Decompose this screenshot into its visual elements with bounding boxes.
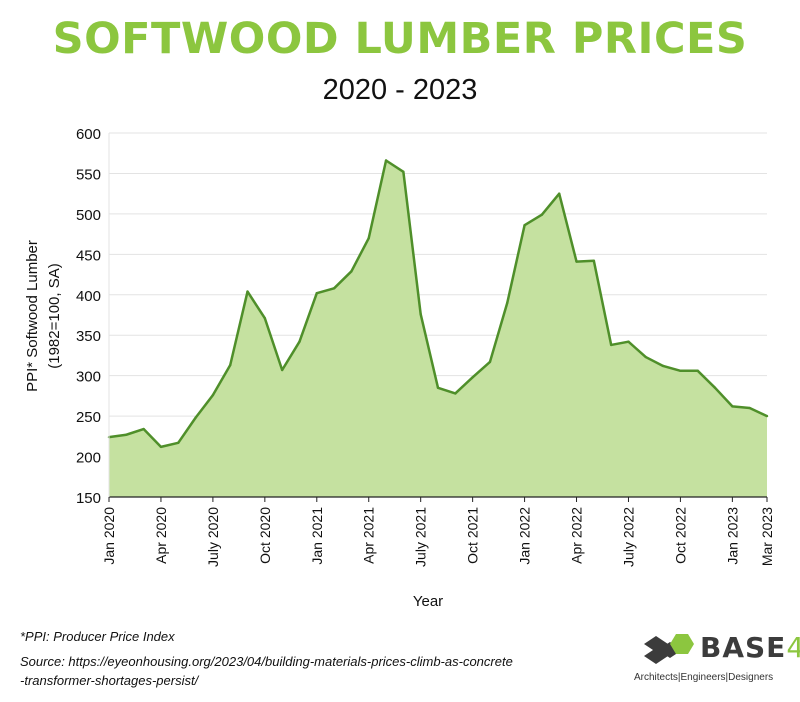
data-point: [558, 192, 561, 195]
data-point: [540, 213, 544, 216]
data-point: [194, 416, 197, 419]
data-point: [402, 170, 405, 174]
data-point: [523, 224, 526, 227]
y-axis-label-line-1: PPI* Softwood Lumber: [24, 240, 41, 392]
y-tick-label: 550: [76, 166, 101, 183]
source-line-2: -transformer-shortages-persist/: [20, 673, 199, 688]
chart-title: SOFTWOOD LUMBER PRICES: [52, 14, 748, 64]
y-tick-labels: 150 200 250 300 350 400 450 500 550 600: [76, 126, 101, 507]
data-point: [142, 427, 145, 431]
x-tick-label: Jan 2020: [101, 507, 117, 565]
data-point: [159, 445, 163, 449]
data-point: [731, 405, 734, 408]
data-point: [488, 360, 492, 364]
y-tick-label: 250: [76, 409, 101, 426]
data-point: [454, 392, 457, 395]
data-point: [280, 368, 284, 372]
logo-number: 4: [786, 631, 800, 664]
base4-logo: BASE4 Architects|Engineers|Designers: [634, 630, 800, 690]
y-tick-label: 200: [76, 450, 101, 467]
x-tick-label: July 2021: [413, 507, 429, 567]
y-axis-label: PPI* Softwood Lumber (1982=100, SA): [24, 240, 63, 392]
logo-name-text: BASE: [700, 631, 787, 664]
x-tick-label: Mar 2023: [759, 507, 775, 566]
x-tick-label: Oct 2022: [672, 507, 688, 564]
data-point: [713, 386, 717, 389]
y-tick-label: 450: [76, 247, 101, 264]
data-point: [661, 364, 665, 368]
data-point: [609, 343, 613, 347]
logo-wordmark: BASE4: [700, 631, 800, 664]
data-point: [332, 287, 336, 290]
source-line-1: Source: https://eyeonhousing.org/2023/04…: [20, 654, 513, 669]
data-point: [627, 340, 630, 343]
data-point: [419, 312, 422, 316]
chart-subtitle: 2020 - 2023: [322, 74, 478, 106]
y-tick-label: 400: [76, 288, 101, 305]
data-point: [298, 340, 301, 343]
x-tick-label: Apr 2020: [153, 507, 169, 564]
x-tick-label: Oct 2021: [465, 507, 481, 564]
data-point: [315, 291, 318, 295]
x-tick-label: Jan 2021: [309, 507, 325, 565]
data-point: [436, 386, 440, 389]
data-point: [350, 270, 353, 273]
x-tick-label: Oct 2020: [257, 507, 273, 564]
data-point: [367, 236, 370, 240]
data-point: [644, 355, 647, 359]
data-point: [125, 433, 128, 436]
x-tick-labels: Jan 2020 Apr 2020 July 2020 Oct 2020 Jan 202…: [101, 507, 775, 567]
gridlines: [109, 132, 767, 458]
y-axis-label-line-2: (1982=100, SA): [46, 263, 63, 369]
x-tick-label: Jan 2023: [724, 507, 740, 565]
y-tick-label: 300: [76, 369, 101, 386]
y-tick-label: 150: [76, 490, 101, 507]
y-tick-label: 600: [76, 126, 101, 143]
data-point: [592, 259, 596, 262]
axes: [108, 133, 768, 502]
data-point: [177, 441, 180, 444]
data-point: [506, 301, 509, 305]
x-axis-label: Year: [413, 593, 443, 610]
source-note: Source: https://eyeonhousing.org/2023/04…: [20, 652, 560, 690]
cube-hexagon-logo-icon: [644, 634, 694, 664]
area-chart: 150 200 250 300 350 400 450 500 550 600 Jan 2020 A…: [24, 126, 775, 610]
x-tick-label: July 2020: [205, 507, 221, 567]
y-tick-label: 350: [76, 328, 101, 345]
data-point: [765, 414, 769, 418]
data-point: [696, 369, 699, 373]
x-tick-label: Jan 2022: [517, 507, 533, 565]
logo-tagline: Architects|Engineers|Designers: [634, 672, 774, 683]
x-tick-label: Apr 2021: [361, 507, 377, 564]
y-tick-label: 500: [76, 207, 101, 224]
data-point: [229, 363, 232, 367]
data-point: [246, 290, 249, 293]
x-tick-label: Apr 2022: [569, 507, 585, 564]
footnote: *PPI: Producer Price Index: [20, 629, 175, 644]
x-tick-label: July 2022: [620, 507, 636, 567]
area-layer: [107, 159, 769, 497]
data-point: [384, 159, 388, 162]
data-point: [679, 369, 682, 373]
data-point: [211, 393, 215, 397]
data-point: [575, 260, 578, 263]
data-point: [471, 376, 474, 379]
data-point: [748, 406, 751, 410]
area-fill: [109, 160, 767, 497]
data-point: [263, 317, 267, 320]
